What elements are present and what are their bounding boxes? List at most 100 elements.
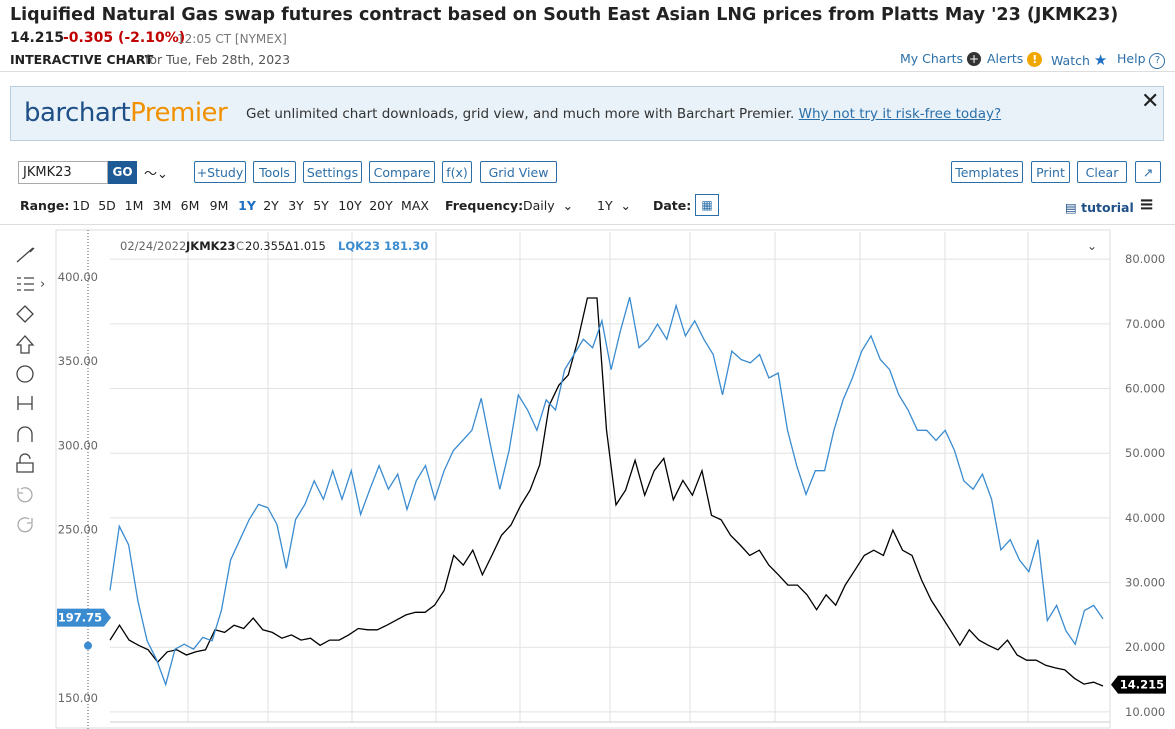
chart-date: for Tue, Feb 28th, 2023: [145, 52, 291, 67]
y2-tick-label: 70.000: [1125, 317, 1165, 331]
period-select[interactable]: 1Y ⌄: [597, 198, 632, 213]
tool-lock[interactable]: [16, 453, 34, 473]
toolbar-button[interactable]: Compare: [369, 161, 435, 183]
price-badge: [57, 608, 104, 627]
tool-fib[interactable]: [17, 277, 34, 291]
range-option[interactable]: 5D: [98, 198, 116, 213]
range-option[interactable]: 9M: [209, 198, 229, 213]
tool-redo[interactable]: [17, 517, 33, 533]
toolbar-button[interactable]: Tools: [253, 161, 296, 183]
tutorial-text[interactable]: tutorial: [1081, 200, 1134, 215]
help-icon: ?: [1149, 53, 1166, 69]
range-option[interactable]: 3Y: [288, 198, 304, 213]
symbol-input[interactable]: JKMK23: [18, 161, 108, 184]
subtitle: INTERACTIVE CHART: [10, 52, 154, 67]
logo: barchartPremier: [24, 98, 228, 128]
toolbar-button[interactable]: Print: [1031, 161, 1070, 183]
tutorial-link[interactable]: ▤ tutorial: [1065, 200, 1134, 215]
price-badge-label: 197.75: [58, 611, 102, 625]
y2-tick-label: 30.000: [1125, 576, 1165, 590]
link-text[interactable]: Watch: [1051, 53, 1090, 68]
range-option[interactable]: 20Y: [369, 198, 393, 213]
link-text[interactable]: Help: [1117, 51, 1146, 66]
legend-symbol: JKMK23: [185, 239, 236, 253]
badge-tip: [1111, 675, 1118, 694]
tool-shape[interactable]: [16, 305, 34, 323]
tool-undo[interactable]: [17, 487, 33, 503]
range-option[interactable]: 5Y: [313, 198, 329, 213]
period-value[interactable]: 1Y: [597, 198, 613, 213]
y2-tick-label: 20.000: [1125, 640, 1165, 654]
series-line: [109, 297, 1104, 687]
range-label: Range:: [20, 198, 70, 213]
time-grid: [187, 232, 1029, 722]
legend-compare: LQK23 181.30: [338, 239, 428, 253]
quote-time: 12:05 CT [NYMEX]: [177, 32, 287, 46]
crosshair-dot: [84, 641, 92, 650]
tool-text[interactable]: [16, 365, 34, 383]
price-change: -0.305 (-2.10%): [63, 30, 186, 46]
page-title: Liquified Natural Gas swap futures contr…: [10, 5, 1119, 25]
link-text[interactable]: Alerts: [987, 51, 1024, 66]
chart-frame: [55, 229, 1111, 729]
range-option[interactable]: MAX: [401, 198, 429, 213]
toolbar-button[interactable]: Settings: [303, 161, 362, 183]
help-link[interactable]: Help ?: [1117, 51, 1166, 69]
toolbar-button[interactable]: Templates: [951, 161, 1023, 183]
range-option[interactable]: 1D: [72, 198, 90, 213]
tool-magnet[interactable]: [17, 426, 33, 442]
price-badge-label: 14.215: [1120, 678, 1164, 692]
drawing-tools: ›: [15, 247, 45, 533]
y2-tick-label: 40.000: [1125, 511, 1165, 525]
tool-measure[interactable]: [17, 396, 33, 410]
y-tick-label: 150.00: [58, 691, 98, 705]
y2-tick-label: 50.000: [1125, 446, 1165, 460]
range-option[interactable]: 10Y: [338, 198, 362, 213]
last-price: 14.215: [10, 30, 65, 46]
range-option[interactable]: 2Y: [263, 198, 279, 213]
watch-link[interactable]: Watch ★: [1051, 51, 1107, 69]
legend-compare-value: 181.30: [384, 239, 428, 253]
chart: › 02/24/2022 JKMK23 C 20.355 Δ1.015 LQK2…: [15, 229, 1166, 729]
banner-text: Get unlimited chart downloads, grid view…: [246, 106, 1001, 122]
tool-line[interactable]: [16, 247, 35, 263]
my-charts-link[interactable]: My Charts +: [900, 51, 982, 66]
price-badge: [1118, 675, 1166, 694]
alerts-link[interactable]: Alerts !: [987, 51, 1043, 67]
legend-date: 02/24/2022: [120, 239, 186, 253]
toolbar-button[interactable]: +Study: [194, 161, 246, 183]
expand-button[interactable]: ↗: [1135, 161, 1161, 183]
chart-type-menu[interactable]: 〜⌄: [144, 167, 168, 182]
menu-button[interactable]: ≡: [1139, 194, 1155, 215]
date-label: Date:: [653, 198, 692, 213]
range-option[interactable]: 6M: [180, 198, 200, 213]
range-option-active[interactable]: 1Y: [238, 198, 256, 213]
go-button[interactable]: GO: [108, 161, 137, 184]
range-option[interactable]: 1M: [124, 198, 144, 213]
range-option[interactable]: 3M: [152, 198, 172, 213]
frequency-label: Frequency:: [445, 198, 524, 213]
legend-close-label: C: [236, 239, 244, 253]
banner-link[interactable]: Why not try it risk-free today?: [798, 106, 1002, 122]
y2-tick-label: 10.000: [1125, 705, 1165, 719]
toolbar-button[interactable]: Clear: [1077, 161, 1127, 183]
legend-menu[interactable]: ⌄: [1087, 239, 1097, 253]
frequency-select[interactable]: Daily ⌄: [523, 198, 574, 213]
link-text[interactable]: My Charts: [900, 51, 964, 66]
separator: [0, 224, 1175, 225]
logo-text: barchart: [24, 98, 131, 128]
tool-chevron: ›: [40, 277, 45, 292]
toolbar-button[interactable]: f(x): [442, 161, 472, 183]
frequency-value[interactable]: Daily: [523, 198, 555, 213]
separator: [0, 71, 1175, 72]
y2-tick-label: 60.000: [1125, 382, 1165, 396]
series-line: [109, 297, 1104, 687]
y-tick-label: 350.00: [58, 354, 98, 368]
toolbar-button[interactable]: Grid View: [480, 161, 557, 183]
close-button[interactable]: ✕: [1141, 89, 1160, 114]
legend-close: 20.355: [245, 239, 285, 253]
calendar-button[interactable]: ▦: [695, 194, 719, 216]
banner-message: Get unlimited chart downloads, grid view…: [246, 106, 795, 122]
tool-arrow[interactable]: [15, 335, 35, 354]
badge-tip: [104, 608, 111, 627]
